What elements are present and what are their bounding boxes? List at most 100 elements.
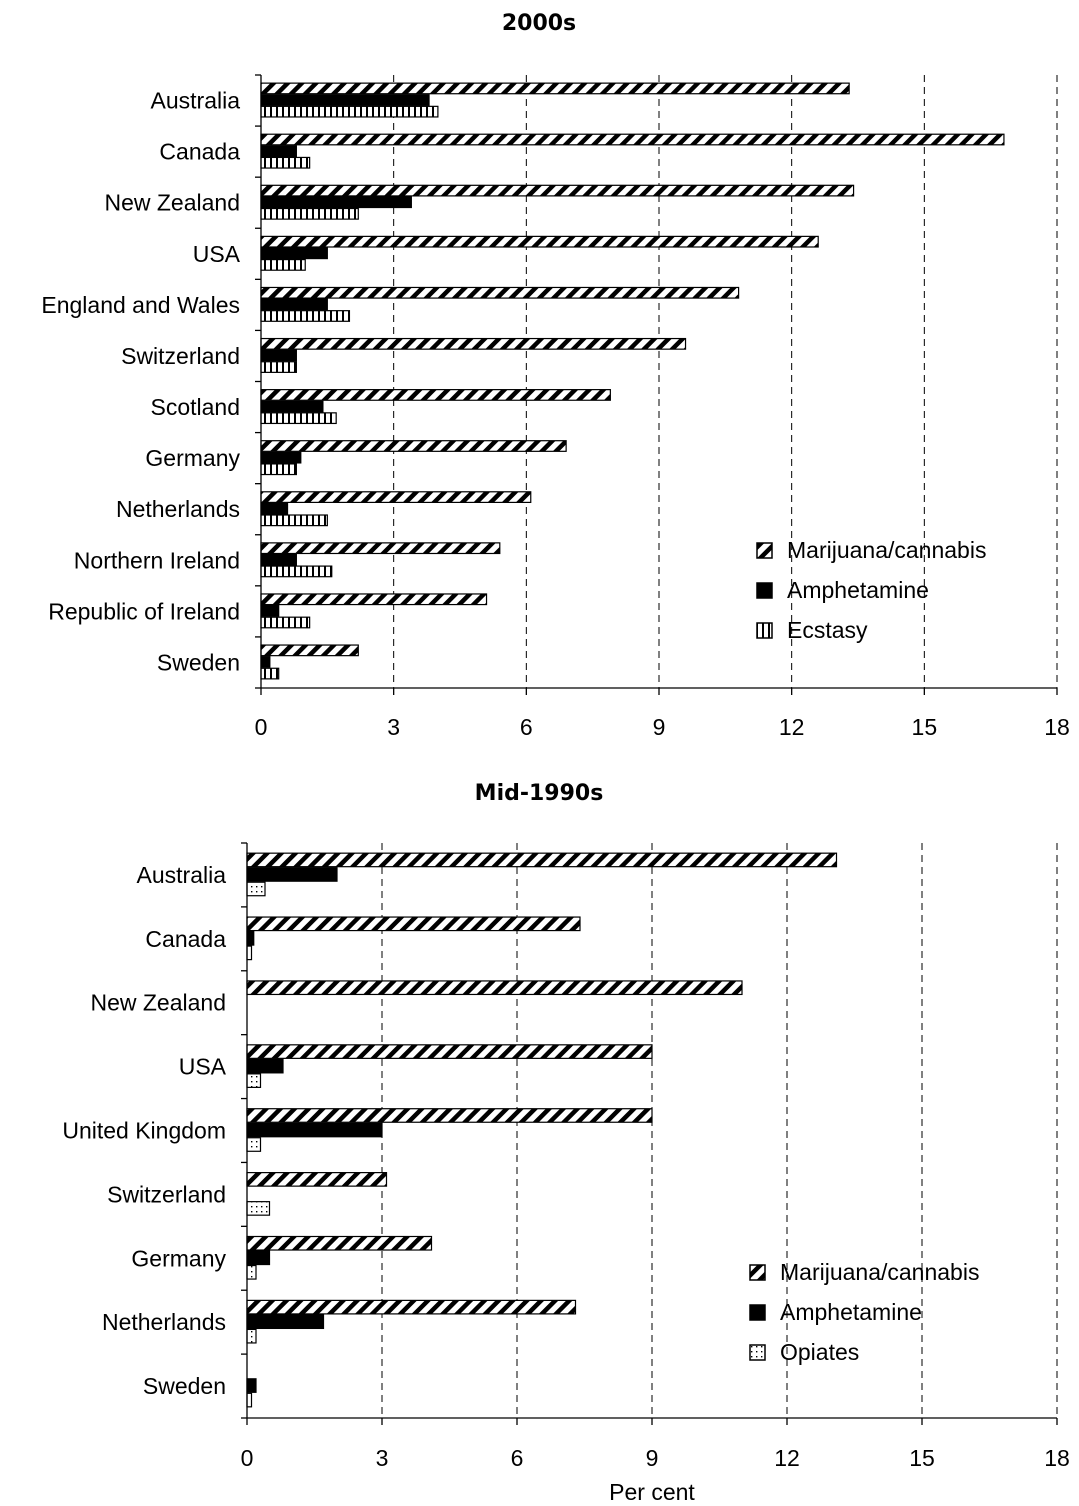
category-label: Canada — [159, 139, 240, 165]
bar-amphetamine-scotland — [260, 400, 324, 413]
x-tick-label: 18 — [1044, 1445, 1070, 1471]
legend-label: Opiates — [780, 1339, 859, 1365]
category-label: Sweden — [143, 1373, 226, 1399]
bar-marijuana-cannabis-australia — [260, 82, 850, 95]
bar-amphetamine-usa — [260, 247, 328, 260]
bar-amphetamine-northern-ireland — [260, 553, 297, 566]
category-label: USA — [179, 1054, 227, 1080]
bar-amphetamine-netherlands — [246, 1314, 325, 1330]
x-tick-label: 6 — [511, 1445, 524, 1471]
bar-ecstasy-australia — [260, 105, 439, 118]
bar-marijuana-cannabis-canada — [260, 133, 1005, 146]
category-label: Scotland — [150, 394, 240, 420]
bar-marijuana-cannabis-germany — [260, 440, 567, 452]
category-label: Republic of Ireland — [48, 598, 240, 624]
bar-opiates-canada — [246, 945, 253, 961]
bar-amphetamine-netherlands — [260, 502, 289, 515]
bar-marijuana-cannabis-netherlands — [260, 491, 532, 504]
legend-swatch-marijuana-cannabis — [756, 542, 773, 559]
x-tick-label: 6 — [520, 714, 533, 740]
bar-marijuana-cannabis-united-kingdom — [246, 1108, 653, 1123]
bar-marijuana-cannabis-australia — [246, 852, 838, 868]
bar-ecstasy-scotland — [260, 412, 337, 425]
x-tick-label: 15 — [912, 714, 938, 740]
category-label: USA — [193, 241, 241, 267]
bar-marijuana-cannabis-netherlands — [246, 1299, 577, 1315]
legend: Marijuana/cannabis Amphetamine Ecstasy — [756, 537, 986, 643]
bar-opiates-switzerland — [246, 1201, 271, 1216]
bar-ecstasy-canada — [260, 156, 311, 169]
chart-panel-2000s: 2000s 0 3 6 9 12 15 18 Australia Canada New Zeal… — [41, 11, 1069, 740]
bar-amphetamine-canada — [260, 145, 297, 158]
x-tick-label: 15 — [909, 1445, 935, 1471]
bar-marijuana-cannabis-usa — [246, 1044, 653, 1059]
bar-amphetamine-canada — [246, 930, 255, 946]
legend-label: Amphetamine — [780, 1299, 922, 1325]
category-label: New Zealand — [104, 190, 240, 216]
category-label: Australia — [151, 88, 241, 114]
legend: Marijuana/cannabis Amphetamine Opiates — [749, 1259, 979, 1365]
legend-label: Marijuana/cannabis — [787, 537, 986, 563]
legend-swatch-amphetamine — [756, 582, 773, 599]
category-label: Sweden — [157, 649, 240, 675]
x-tick-label: 0 — [255, 714, 268, 740]
bar-amphetamine-sweden — [260, 656, 271, 668]
bar-ecstasy-usa — [260, 258, 306, 271]
legend-swatch-amphetamine — [749, 1304, 766, 1321]
x-tick-label: 12 — [779, 714, 805, 740]
x-axis-label: Per cent — [609, 1479, 695, 1505]
bar-opiates-usa — [246, 1073, 262, 1088]
bar-ecstasy-new-zealand — [260, 207, 359, 220]
legend-label: Amphetamine — [787, 577, 929, 603]
bar-marijuana-cannabis-germany — [246, 1235, 433, 1251]
bar-marijuana-cannabis-usa — [260, 235, 819, 248]
bar-amphetamine-germany — [260, 451, 302, 464]
bar-marijuana-cannabis-republic-of-ireland — [260, 593, 488, 606]
category-label: England and Wales — [41, 292, 240, 318]
bar-ecstasy-england-and-wales — [260, 310, 351, 322]
legend-swatch-marijuana-cannabis — [749, 1264, 766, 1281]
bar-ecstasy-northern-ireland — [260, 565, 333, 578]
bar-ecstasy-netherlands — [260, 514, 328, 527]
category-label: Netherlands — [116, 496, 240, 522]
category-label: Netherlands — [102, 1309, 226, 1335]
chart-title: 2000s — [502, 11, 576, 36]
x-tick-label: 0 — [241, 1445, 254, 1471]
category-label: Germany — [145, 445, 240, 471]
x-tick-label: 3 — [376, 1445, 389, 1471]
category-label: Northern Ireland — [74, 547, 240, 573]
category-label: Australia — [137, 862, 227, 888]
bar-opiates-united-kingdom — [246, 1137, 262, 1152]
category-label: Canada — [145, 926, 226, 952]
legend-swatch-opiates — [749, 1344, 766, 1361]
x-tick-label: 18 — [1044, 714, 1070, 740]
bar-amphetamine-australia — [260, 94, 430, 106]
legend-swatch-ecstasy — [756, 622, 773, 639]
legend-label: Marijuana/cannabis — [780, 1259, 979, 1285]
bar-opiates-netherlands — [246, 1328, 257, 1344]
bar-ecstasy-germany — [260, 463, 297, 476]
bar-amphetamine-sweden — [246, 1378, 257, 1393]
bar-marijuana-cannabis-switzerland — [260, 337, 687, 350]
bar-marijuana-cannabis-canada — [246, 916, 581, 932]
bar-amphetamine-republic-of-ireland — [260, 604, 280, 617]
bar-opiates-sweden — [246, 1392, 253, 1408]
bar-marijuana-cannabis-new-zealand — [246, 980, 743, 996]
x-tick-label: 9 — [646, 1445, 659, 1471]
chart-panel-mid-1990s: Mid-1990s 0 3 6 9 12 15 18 Australia Canada New … — [62, 781, 1069, 1505]
category-label: Switzerland — [121, 343, 240, 369]
bar-amphetamine-switzerland — [260, 349, 297, 362]
bar-marijuana-cannabis-switzerland — [246, 1172, 388, 1187]
bar-amphetamine-new-zealand — [260, 196, 412, 209]
bar-amphetamine-united-kingdom — [246, 1122, 383, 1138]
bar-opiates-germany — [246, 1264, 257, 1280]
bar-marijuana-cannabis-northern-ireland — [260, 542, 501, 555]
bar-marijuana-cannabis-scotland — [260, 389, 611, 401]
category-label: New Zealand — [90, 990, 226, 1016]
bar-ecstasy-sweden — [260, 667, 280, 680]
bar-marijuana-cannabis-new-zealand — [260, 184, 855, 197]
bar-marijuana-cannabis-sweden — [260, 644, 359, 657]
x-tick-label: 9 — [653, 714, 666, 740]
category-label: Switzerland — [107, 1181, 226, 1207]
